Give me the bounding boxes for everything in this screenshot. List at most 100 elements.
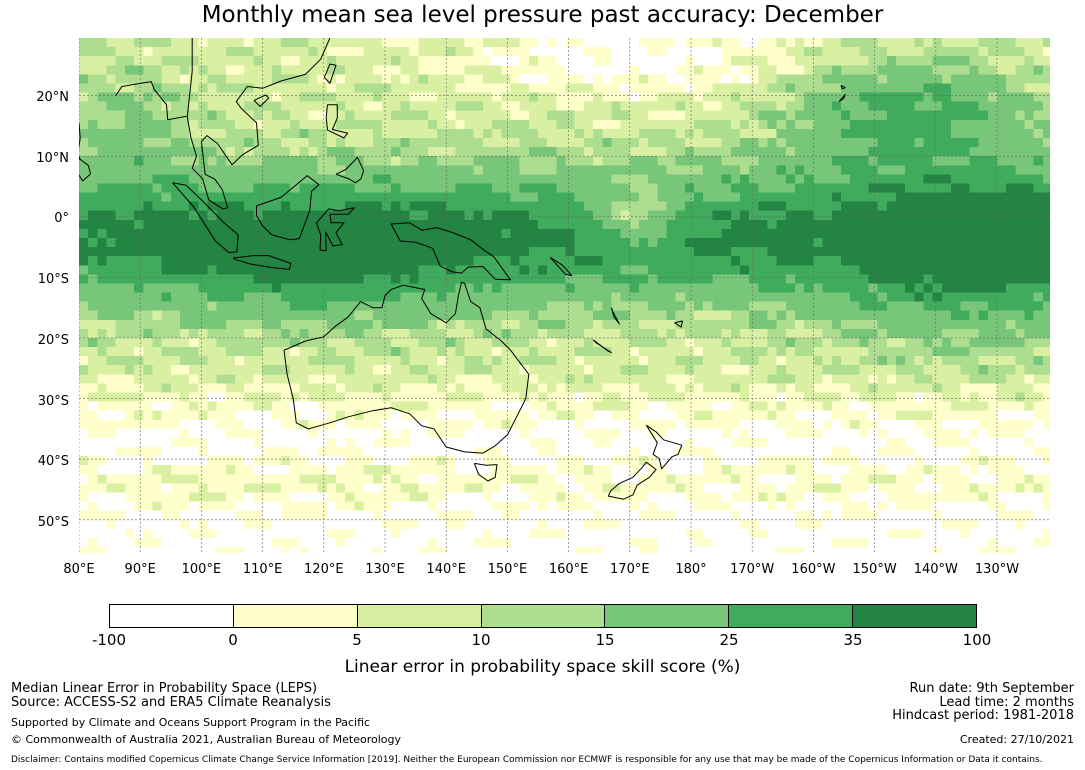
skill-cell (207, 219, 218, 230)
skill-cell (354, 356, 365, 366)
skill-cell (170, 410, 181, 421)
skill-cell (896, 319, 906, 330)
skill-cell (703, 38, 714, 48)
skill-cell (905, 392, 915, 403)
skill-cell (914, 292, 925, 303)
skill-cell (271, 38, 282, 48)
skill-cell (776, 374, 787, 385)
skill-cell (198, 447, 209, 457)
skill-cell (216, 447, 227, 457)
skill-cell (134, 392, 144, 403)
skill-cell (739, 274, 750, 285)
skill-cell (1024, 410, 1035, 421)
skill-cell (859, 401, 870, 412)
skill-cell (804, 183, 814, 194)
skill-cell (886, 365, 897, 375)
skill-cell (271, 410, 282, 421)
skill-cell (547, 56, 557, 66)
skill-cell (602, 237, 613, 248)
skill-cell (492, 192, 502, 203)
skill-cell (124, 65, 135, 75)
skill-cell (593, 38, 603, 48)
skill-cell (482, 337, 493, 348)
skill-cell (620, 328, 631, 339)
skill-cell (464, 328, 475, 339)
skill-cell (886, 137, 897, 148)
skill-cell (79, 419, 89, 430)
skill-cell (721, 365, 732, 375)
skill-cell (712, 456, 723, 466)
skill-cell (960, 456, 971, 466)
skill-cell (391, 410, 401, 421)
skill-cell (235, 447, 245, 457)
skill-cell (620, 410, 631, 421)
skill-cell (859, 119, 870, 130)
skill-cell (859, 356, 870, 366)
skill-cell (124, 456, 135, 466)
skill-cell (620, 47, 631, 57)
skill-cell (776, 383, 787, 394)
skill-cell (877, 256, 888, 266)
skill-cell (1024, 65, 1035, 75)
skill-cell (749, 456, 759, 466)
skill-cell (620, 237, 631, 248)
skill-cell (850, 301, 860, 312)
skill-cell (813, 56, 824, 66)
skill-cell (648, 183, 658, 194)
skill-cell (703, 65, 714, 75)
skill-cell (482, 110, 493, 121)
skill-cell (951, 419, 961, 430)
skill-cell (850, 65, 860, 75)
skill-cell (97, 192, 108, 203)
skill-cell (510, 319, 521, 330)
skill-cell (381, 256, 392, 266)
skill-cell (79, 38, 89, 48)
skill-cell (363, 38, 374, 48)
skill-cell (712, 174, 723, 185)
skill-cell (776, 301, 787, 312)
skill-cell (179, 392, 190, 403)
skill-cell (317, 192, 328, 203)
skill-cell (455, 365, 466, 375)
skill-cell (336, 137, 346, 148)
skill-cell (831, 274, 842, 285)
skill-cell (638, 310, 649, 321)
skill-cell (170, 165, 181, 175)
skill-cell (262, 447, 273, 457)
skill-cell (923, 365, 934, 375)
skill-cell (739, 110, 750, 121)
skill-cell (317, 347, 328, 357)
skill-cell (840, 228, 851, 239)
skill-cell (785, 56, 796, 66)
skill-cell (409, 365, 420, 375)
skill-cell (675, 392, 686, 403)
skill-cell (290, 274, 300, 285)
skill-cell (290, 219, 300, 230)
skill-cell (721, 456, 732, 466)
skill-cell (418, 56, 429, 66)
skill-cell (896, 256, 906, 266)
skill-cell (482, 128, 493, 139)
skill-cell (391, 47, 401, 57)
skill-cell (271, 419, 282, 430)
skill-cell (391, 365, 401, 375)
skill-cell (941, 237, 952, 248)
skill-cell (124, 137, 135, 148)
skill-cell (960, 319, 971, 330)
skill-cell (216, 383, 227, 394)
skill-cell (987, 356, 998, 366)
skill-cell (638, 201, 649, 212)
skill-cell (684, 83, 695, 94)
skill-cell (437, 437, 447, 448)
skill-cell (115, 383, 126, 394)
skill-cell (97, 256, 108, 266)
skill-cell (978, 56, 989, 66)
skill-cell (657, 165, 668, 175)
skill-cell (785, 110, 796, 121)
skill-cell (225, 456, 236, 466)
skill-cell (115, 401, 126, 412)
skill-cell (152, 38, 163, 48)
skill-cell (280, 328, 291, 339)
skill-cell (473, 419, 484, 430)
skill-cell (611, 156, 622, 166)
